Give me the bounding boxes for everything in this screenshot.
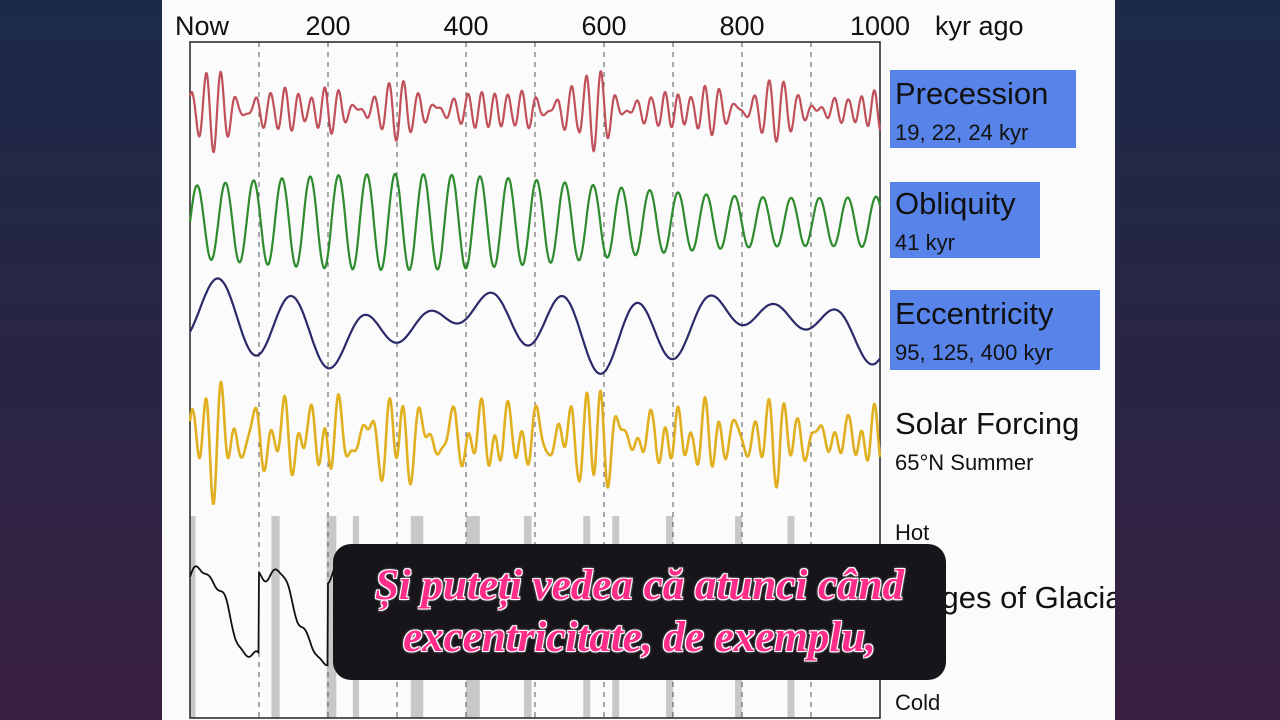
glaciation-hot-label: Hot: [895, 520, 929, 545]
x-tick-4: 800: [719, 11, 764, 41]
x-axis-unit: kyr ago: [935, 11, 1024, 41]
x-tick-0: Now: [175, 11, 230, 41]
series-line-precession: [188, 70, 882, 154]
obliquity-label-box: [890, 182, 1040, 258]
series-line-obliquity: [188, 172, 882, 271]
obliquity-label: Obliquity: [895, 186, 1016, 221]
precession-periods: 19, 22, 24 kyr: [895, 120, 1028, 145]
x-tick-3: 600: [581, 11, 626, 41]
eccentricity-label-box: [890, 290, 1100, 370]
subtitle-line-1: Și puteți vedea că atunci când: [374, 562, 905, 609]
precession-label-box: [890, 70, 1076, 148]
interglacial-band-0: [190, 516, 196, 718]
obliquity-periods: 41 kyr: [895, 230, 955, 255]
glaciation-cold-label: Cold: [895, 690, 940, 715]
video-subtitle: Și puteți vedea că atunci când excentric…: [333, 544, 946, 680]
solar-forcing-label: Solar Forcing: [895, 406, 1079, 441]
x-tick-5: 1000: [850, 11, 910, 41]
x-tick-1: 200: [305, 11, 350, 41]
interglacial-band-2: [326, 516, 337, 718]
interglacial-band-1: [271, 516, 280, 718]
subtitle-line-2: excentricitate, de exemplu,: [403, 614, 876, 661]
solar-forcing-sub: 65°N Summer: [895, 450, 1033, 475]
precession-label: Precession: [895, 76, 1048, 111]
eccentricity-label: Eccentricity: [895, 296, 1054, 331]
x-tick-2: 400: [443, 11, 488, 41]
series-line-solar-forcing: [188, 380, 882, 506]
plot-frame: [189, 41, 881, 719]
x-axis-ticks: Now 200 400 600 800 1000: [175, 11, 910, 41]
series-line-eccentricity: [189, 277, 881, 375]
eccentricity-periods: 95, 125, 400 kyr: [895, 340, 1053, 365]
